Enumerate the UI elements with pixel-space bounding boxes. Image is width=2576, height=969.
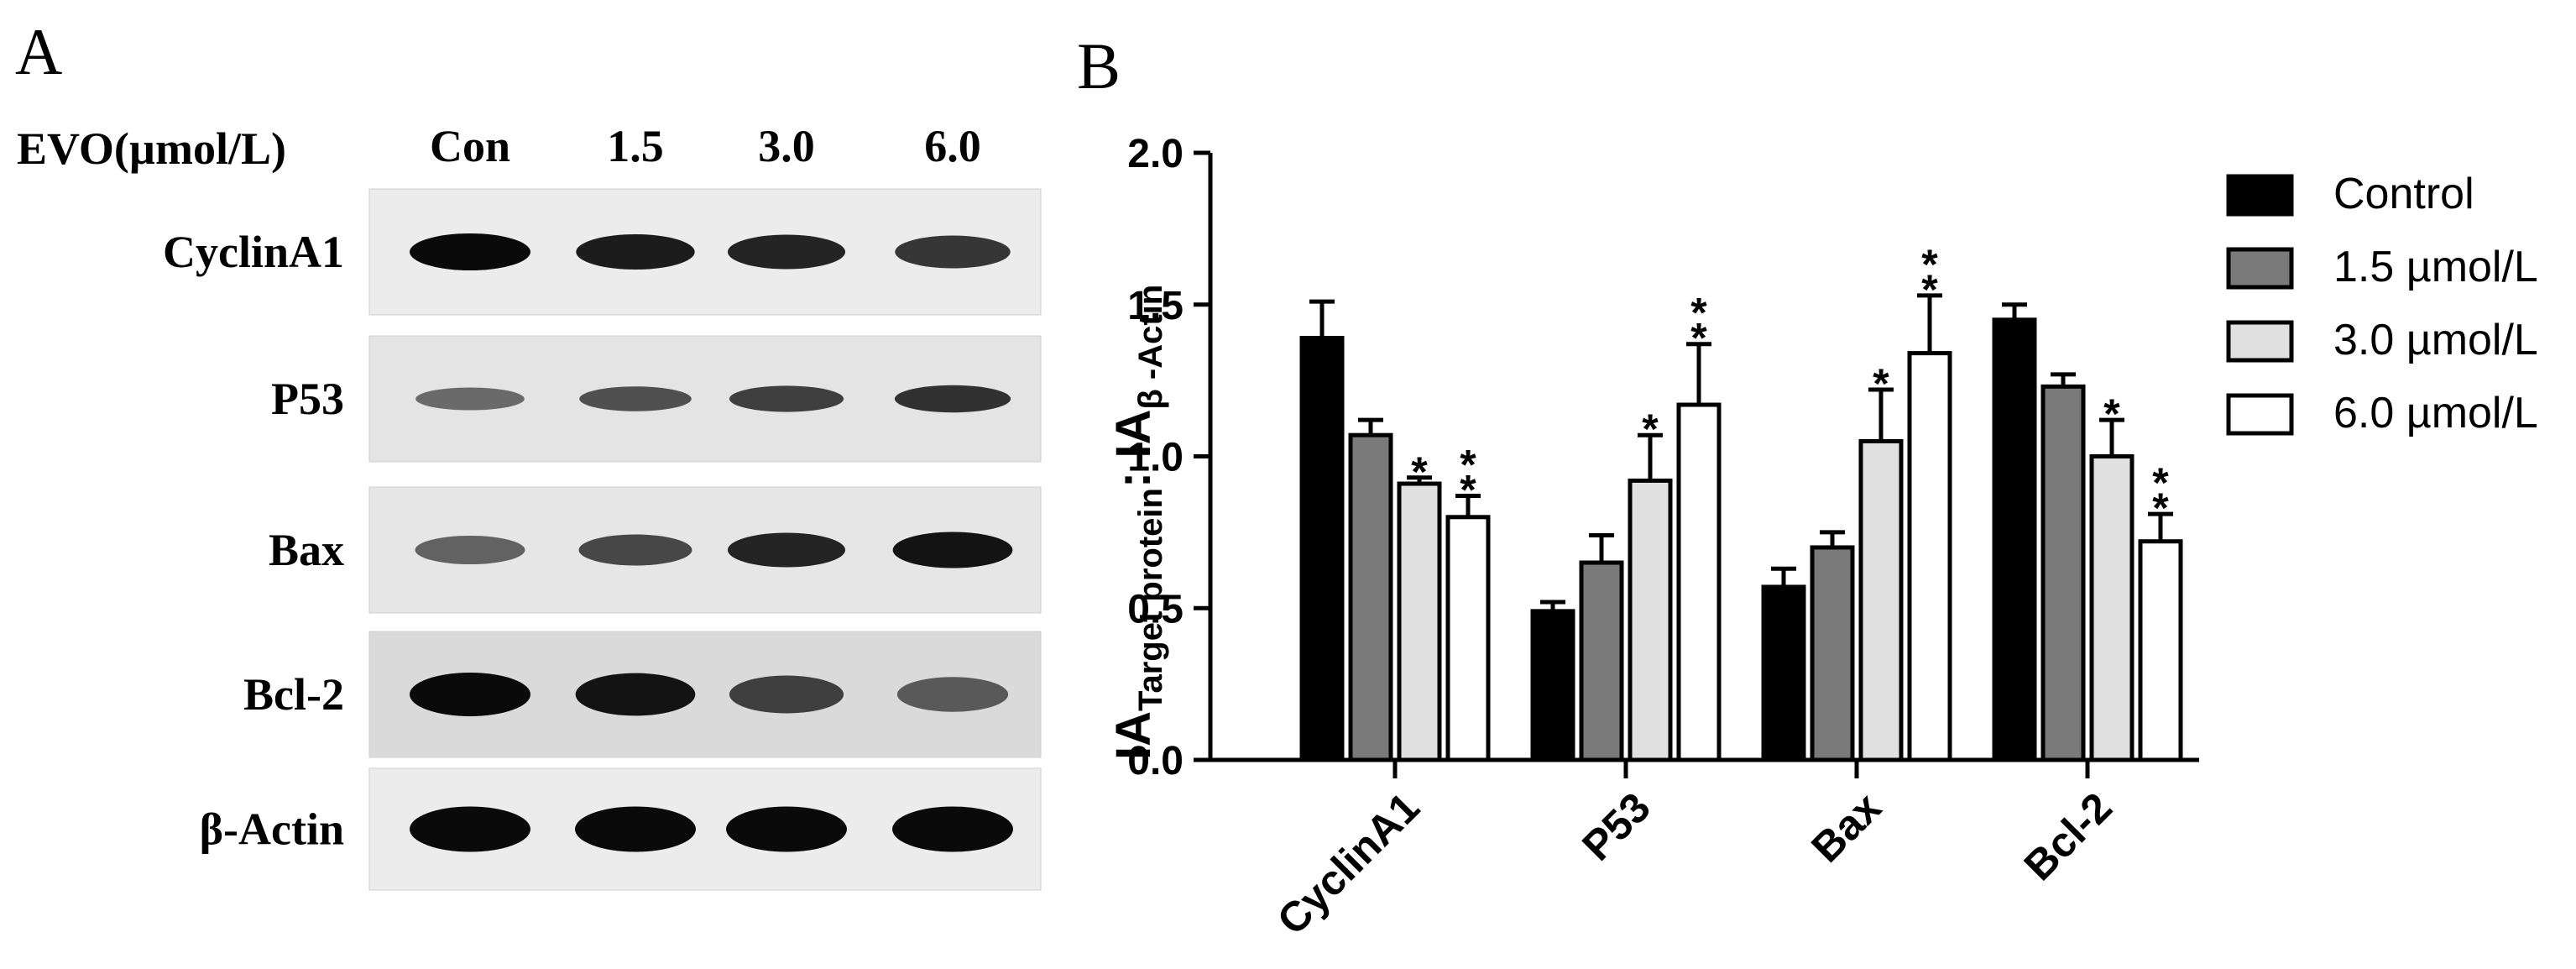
- significance-marker: *: [2152, 484, 2169, 532]
- bar: [1907, 351, 1952, 762]
- y-tick-label: 1.5: [1127, 284, 1183, 328]
- protein-band: [410, 806, 530, 852]
- significance-marker: *: [1690, 290, 1707, 337]
- bar-group: ***: [1299, 299, 1491, 762]
- panel-b-bar-chart: B IATarget protein: IAβ -Actin 0.0 0.5 1.0…: [1077, 29, 2538, 944]
- y-axis-label: IATarget protein: IAβ -Actin: [1106, 285, 1169, 760]
- bar: [1858, 438, 1904, 762]
- blot-row: CyclinA1: [163, 188, 1042, 316]
- x-tick-label: Bcl-2: [2015, 783, 2121, 889]
- significance-marker: *: [1921, 266, 1938, 313]
- significance-marker: *: [1921, 241, 1938, 288]
- bar-group: ***: [1761, 241, 1952, 762]
- protein-band: [576, 233, 695, 270]
- bar: [1397, 481, 1442, 762]
- protein-band: [410, 233, 530, 270]
- protein-label: Bax: [269, 525, 344, 575]
- significance-marker: *: [1411, 448, 1428, 495]
- bar: [1445, 515, 1491, 762]
- lane-label: 3.0: [758, 121, 815, 171]
- protein-band: [579, 386, 692, 411]
- legend-swatch: [2226, 174, 2294, 217]
- x-tick-label: P53: [1573, 783, 1659, 870]
- bar: [2089, 454, 2134, 762]
- protein-band: [895, 235, 1011, 269]
- treatment-label: EVO(µmol/L): [17, 123, 286, 174]
- protein-band: [894, 385, 1011, 413]
- legend-swatch: [2226, 247, 2294, 290]
- bar: [1579, 560, 1624, 762]
- protein-band: [896, 677, 1009, 712]
- panel-a-letter: A: [15, 15, 62, 88]
- blot-row: β-Actin: [200, 767, 1042, 891]
- significance-marker: *: [2103, 390, 2120, 437]
- significance-marker: *: [1873, 360, 1889, 407]
- bar: [1299, 336, 1345, 762]
- significance-marker: *: [2152, 459, 2169, 506]
- bar: [2138, 539, 2183, 762]
- protein-band: [575, 673, 696, 716]
- bar: [1761, 584, 1806, 762]
- legend-swatch: [2226, 320, 2294, 363]
- significance-marker: *: [1642, 406, 1659, 453]
- bar: [1992, 317, 2037, 762]
- protein-label: CyclinA1: [163, 227, 344, 277]
- protein-band: [726, 806, 847, 852]
- blot-row: P53: [271, 335, 1042, 463]
- protein-band: [410, 673, 530, 716]
- protein-band: [415, 387, 525, 411]
- panel-a-western-blot: A EVO(µmol/L) Con 1.5 3.0 6.0 CyclinA1 P53 Ba…: [15, 15, 1042, 891]
- blot-row: Bcl-2: [243, 631, 1042, 758]
- lane-label: Con: [430, 121, 510, 171]
- significance-marker: *: [1690, 315, 1707, 362]
- bar: [1530, 609, 1575, 762]
- bar: [2040, 384, 2086, 762]
- protein-label: P53: [271, 374, 344, 424]
- bar-group: ***: [1530, 290, 1722, 762]
- protein-band: [729, 385, 844, 412]
- protein-band: [729, 675, 844, 714]
- protein-band: [575, 806, 696, 852]
- lane-label: 1.5: [607, 121, 664, 171]
- protein-band: [892, 806, 1013, 852]
- y-tick-label: 2.0: [1127, 132, 1183, 176]
- lane-labels: Con 1.5 3.0 6.0: [430, 121, 981, 171]
- legend-label: 6.0 µmol/L: [2333, 389, 2538, 437]
- y-tick-label: 1.0: [1127, 436, 1183, 480]
- bar: [1810, 545, 1855, 762]
- significance-marker: *: [1460, 441, 1476, 488]
- y-axis-label-sub-target: Target protein: [1132, 488, 1169, 711]
- bar: [1628, 478, 1673, 762]
- bar-group: ***: [1992, 302, 2183, 762]
- protein-band: [892, 532, 1013, 568]
- y-axis-label-main: IA: [1106, 711, 1161, 760]
- lane-label: 6.0: [924, 121, 981, 171]
- protein-band: [578, 534, 692, 566]
- protein-label: β-Actin: [200, 804, 344, 855]
- legend-label: Control: [2333, 170, 2474, 218]
- bar: [1676, 402, 1722, 762]
- protein-label: Bcl-2: [243, 669, 344, 720]
- blot-strips: CyclinA1 P53 Bax Bcl-2 β-Actin: [163, 188, 1042, 891]
- protein-band: [727, 532, 846, 568]
- protein-band: [727, 234, 846, 270]
- legend: Control 1.5 µmol/L 3.0 µmol/L 6.0 µmol/L: [2226, 170, 2538, 437]
- panel-b-letter: B: [1077, 29, 1121, 102]
- y-tick-label: 0.0: [1127, 739, 1183, 783]
- legend-label: 1.5 µmol/L: [2333, 243, 2538, 291]
- protein-band: [415, 535, 525, 565]
- x-tick-label: CyclinA1: [1268, 783, 1429, 944]
- x-tick-label: Bax: [1802, 783, 1890, 872]
- y-axis-label-sub-actin: β -Actin: [1132, 285, 1169, 410]
- blot-row: Bax: [269, 486, 1042, 614]
- legend-swatch: [2226, 393, 2294, 436]
- significance-marker: *: [1460, 466, 1476, 513]
- y-axis-label-separator: : IA: [1106, 410, 1161, 488]
- plot-area: 0.00.51.01.52.0* **CyclinA1***P53***Bax**…: [1127, 132, 2199, 944]
- legend-label: 3.0 µmol/L: [2333, 316, 2538, 364]
- bar: [1348, 432, 1393, 762]
- y-tick-label: 0.5: [1127, 587, 1183, 631]
